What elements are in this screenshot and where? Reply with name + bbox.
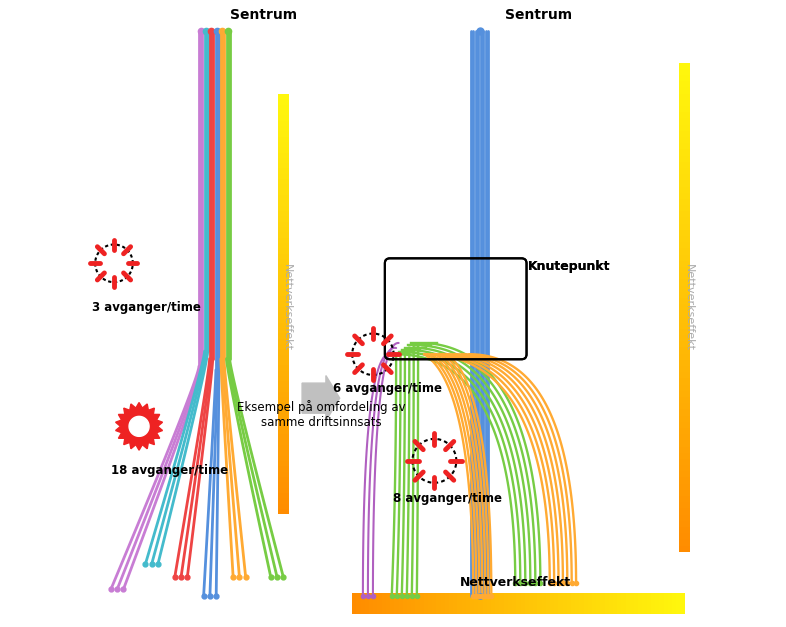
Text: Sentrum: Sentrum [230, 8, 297, 22]
Text: 18 avganger/time: 18 avganger/time [111, 464, 228, 477]
FancyArrow shape [302, 376, 340, 421]
Text: Sentrum: Sentrum [505, 8, 571, 22]
Text: Knutepunkt: Knutepunkt [528, 260, 610, 273]
Polygon shape [129, 416, 149, 436]
Text: Nettverkseffekt: Nettverkseffekt [460, 576, 571, 589]
Text: Knutepunkt: Knutepunkt [528, 260, 610, 273]
Text: 3 avganger/time: 3 avganger/time [92, 301, 201, 314]
Text: Nettverkseffekt: Nettverkseffekt [281, 264, 292, 350]
Text: 6 avganger/time: 6 avganger/time [333, 382, 443, 395]
Polygon shape [116, 403, 163, 450]
Text: Nettverkseffekt: Nettverkseffekt [684, 264, 694, 350]
Text: Eksempel på omfordeling av
samme driftsinnsats: Eksempel på omfordeling av samme driftsi… [237, 401, 406, 429]
Text: 8 avganger/time: 8 avganger/time [393, 492, 502, 505]
